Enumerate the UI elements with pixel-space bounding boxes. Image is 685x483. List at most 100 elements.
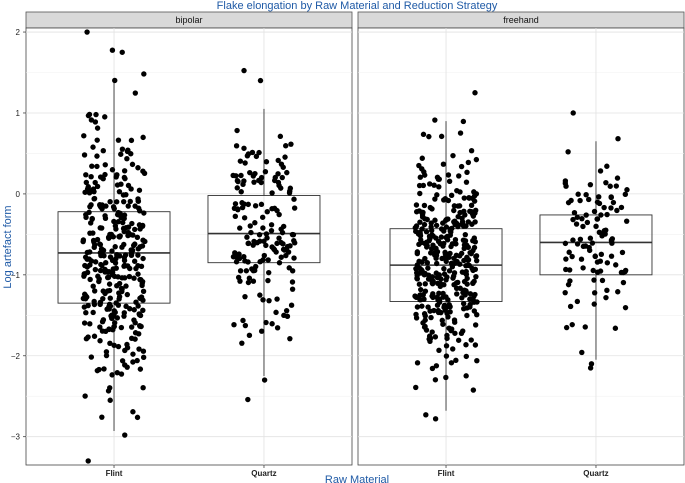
data-point	[455, 337, 462, 343]
data-point	[113, 300, 119, 306]
data-point	[422, 172, 428, 178]
data-point	[443, 217, 449, 224]
data-point	[130, 351, 136, 357]
data-point	[241, 145, 247, 151]
data-point	[426, 133, 432, 140]
data-point	[233, 259, 240, 265]
data-point	[111, 218, 117, 225]
data-point	[274, 296, 280, 302]
data-point	[286, 190, 293, 196]
data-point	[127, 306, 133, 312]
data-point	[462, 212, 468, 218]
data-point	[460, 300, 467, 307]
data-point	[248, 229, 254, 236]
data-point	[135, 271, 141, 277]
data-point	[113, 226, 119, 232]
data-point	[451, 282, 457, 288]
data-point	[112, 244, 118, 250]
data-point	[104, 306, 110, 312]
data-point	[107, 295, 113, 301]
data-point	[417, 292, 423, 298]
data-point	[448, 243, 454, 250]
data-point	[106, 301, 113, 307]
data-point	[428, 276, 434, 283]
data-point	[94, 153, 100, 159]
data-point	[265, 257, 271, 263]
data-point	[459, 295, 465, 301]
data-point	[87, 189, 93, 195]
data-point	[452, 319, 458, 325]
data-point	[433, 363, 440, 369]
data-point	[247, 169, 253, 176]
data-point	[269, 206, 275, 212]
data-point	[94, 137, 100, 143]
data-point	[436, 176, 442, 182]
data-point	[122, 252, 129, 258]
data-point	[594, 259, 601, 265]
data-point	[263, 231, 270, 237]
data-point	[257, 292, 263, 298]
data-point	[132, 90, 139, 96]
data-point	[586, 196, 592, 203]
data-point	[82, 291, 88, 297]
data-point	[412, 293, 418, 299]
data-point	[429, 365, 436, 372]
data-point	[584, 219, 591, 226]
data-point	[269, 321, 275, 327]
data-point	[273, 249, 279, 255]
data-point	[423, 412, 429, 418]
data-point	[252, 203, 259, 209]
data-point	[463, 288, 469, 294]
data-point	[417, 190, 423, 197]
data-point	[97, 338, 103, 344]
data-point	[465, 159, 472, 166]
facet-panels: bipolar Flint Quartz freehand Flint Quartz	[25, 11, 685, 478]
data-point	[136, 208, 143, 214]
data-point	[428, 314, 434, 321]
data-point	[429, 329, 435, 335]
data-point	[458, 330, 465, 337]
x-tick-label: Quartz	[251, 469, 276, 478]
data-point	[259, 214, 266, 220]
data-point	[118, 324, 125, 331]
data-point	[119, 146, 126, 152]
data-point	[413, 202, 420, 208]
data-point	[603, 294, 609, 301]
data-point	[253, 153, 260, 160]
data-point	[587, 365, 594, 371]
data-point	[473, 207, 479, 213]
data-point	[250, 278, 257, 284]
data-point	[586, 247, 593, 254]
data-point	[237, 268, 244, 274]
data-point	[91, 298, 97, 305]
data-point	[94, 163, 100, 170]
data-point	[435, 238, 442, 245]
data-point	[418, 286, 424, 293]
data-point	[84, 29, 90, 35]
data-point	[580, 223, 586, 230]
data-point	[464, 254, 470, 260]
data-point	[436, 272, 443, 278]
data-point	[262, 169, 269, 175]
data-point	[566, 249, 572, 255]
data-point	[261, 377, 268, 383]
data-point	[416, 182, 423, 189]
data-point	[452, 330, 458, 336]
data-point	[569, 321, 575, 328]
x-tick-label: Flint	[106, 469, 123, 478]
data-point	[562, 240, 569, 247]
data-point	[620, 279, 627, 286]
data-point	[459, 221, 466, 227]
data-point	[121, 310, 127, 316]
data-point	[263, 242, 269, 249]
data-point	[133, 299, 139, 305]
data-point	[422, 216, 428, 222]
data-point	[102, 162, 108, 168]
data-point	[431, 182, 437, 188]
data-point	[94, 183, 101, 190]
data-point	[243, 268, 250, 274]
data-point	[602, 231, 608, 237]
data-point	[83, 172, 89, 178]
data-point	[287, 185, 294, 191]
data-point	[432, 334, 439, 340]
